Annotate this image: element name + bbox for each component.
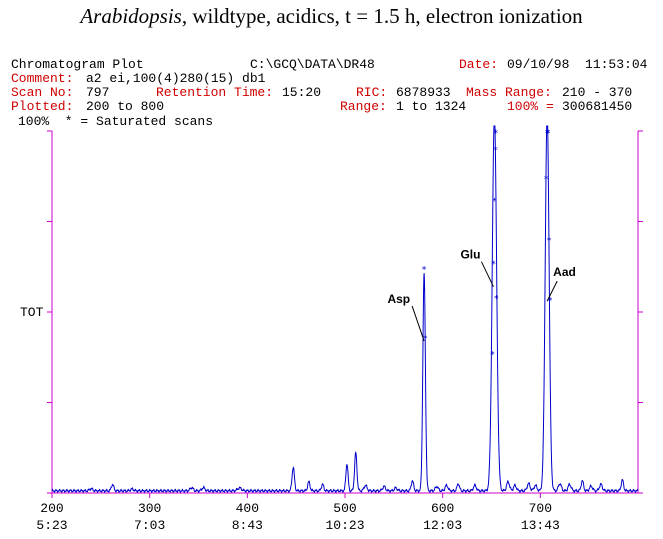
saturated-mark: * xyxy=(543,175,548,185)
saturated-mark: * xyxy=(490,351,495,361)
tic-trace-line xyxy=(51,125,639,494)
header-mass-value: 210 - 370 xyxy=(562,85,633,100)
x-tick-label: 400 xyxy=(236,501,259,516)
annotation-leader-line xyxy=(546,280,558,302)
title-italic-part: Arabidopsis xyxy=(80,4,182,28)
saturated-mark: * xyxy=(494,295,499,305)
saturated-mark: * xyxy=(421,266,426,276)
header-ric-value: 6878933 xyxy=(396,85,451,100)
saturated-mark: * xyxy=(493,146,498,156)
chart-title: Arabidopsis, wildtype, acidics, t = 1.5 … xyxy=(0,4,663,29)
saturated-mark: * xyxy=(544,129,549,139)
x-ticks-group: 200 5:23 300 7:03 400 8:43 500 10:23 600 12:03 700… xyxy=(36,493,560,533)
header-pct-label: 100% = xyxy=(507,99,554,114)
header-range-label: Range: xyxy=(340,99,387,114)
x-tick-label: 300 xyxy=(138,501,161,516)
saturated-mark: * xyxy=(546,237,551,247)
header-pct-value: 300681450 xyxy=(562,99,633,114)
saturated-mark: * xyxy=(491,260,496,270)
annotation-label: Asp xyxy=(387,292,410,306)
axes-group xyxy=(47,130,643,494)
header-range-value: 1 to 1324 xyxy=(396,99,467,114)
header-comment-value: a2 ei,100(4)280(15) db1 xyxy=(86,71,266,86)
header-rt-value: 15:20 xyxy=(282,85,322,100)
saturated-mark: * xyxy=(492,197,497,207)
header-comment-label: Comment: xyxy=(11,71,74,86)
time-tick-label: 7:03 xyxy=(134,518,165,533)
y-axis-label: TOT xyxy=(20,305,44,320)
header-ric-label: RIC: xyxy=(356,85,388,100)
header-date-value: 09/10/98 11:53:04 xyxy=(507,57,648,72)
saturated-mark: * xyxy=(545,129,550,139)
header-path: C:\GCQ\DATA\DR48 xyxy=(250,57,375,72)
annotation-leader-line xyxy=(481,261,494,287)
annotation-leader-line xyxy=(411,305,425,342)
header-plotted-label: Plotted: xyxy=(11,99,74,114)
x-tick-label: 700 xyxy=(529,501,552,516)
header-rt-label: Retention Time: xyxy=(156,85,274,100)
time-tick-label: 8:43 xyxy=(232,518,263,533)
x-tick-label: 500 xyxy=(333,501,356,516)
header-mass-label: Mass Range: xyxy=(466,85,552,100)
annotation-label: Glu xyxy=(460,248,480,262)
header-date-label: Date: xyxy=(459,57,499,72)
saturated-mark: * xyxy=(422,334,427,344)
saturated-mark: * xyxy=(547,296,552,306)
annotation-label: Aad xyxy=(553,265,576,279)
header-scan-label: Scan No: xyxy=(11,85,74,100)
title-rest: , wildtype, acidics, t = 1.5 h, electron… xyxy=(181,4,583,28)
saturated-legend: 100% * = Saturated scans xyxy=(18,114,214,129)
time-tick-label: 5:23 xyxy=(36,518,67,533)
x-tick-label: 200 xyxy=(40,501,63,516)
time-tick-label: 12:03 xyxy=(423,518,462,533)
header-plot-label: Chromatogram Plot xyxy=(11,57,144,72)
annotations-group: Asp Glu Aad xyxy=(387,248,576,342)
header-scan-value: 797 xyxy=(86,85,110,100)
header-plotted-value: 200 to 800 xyxy=(86,99,165,114)
x-tick-label: 600 xyxy=(431,501,454,516)
saturated-mark: * xyxy=(493,129,498,139)
saturated-marks-group: ************* xyxy=(421,129,552,361)
time-tick-label: 13:43 xyxy=(521,518,560,533)
time-tick-label: 10:23 xyxy=(325,518,364,533)
